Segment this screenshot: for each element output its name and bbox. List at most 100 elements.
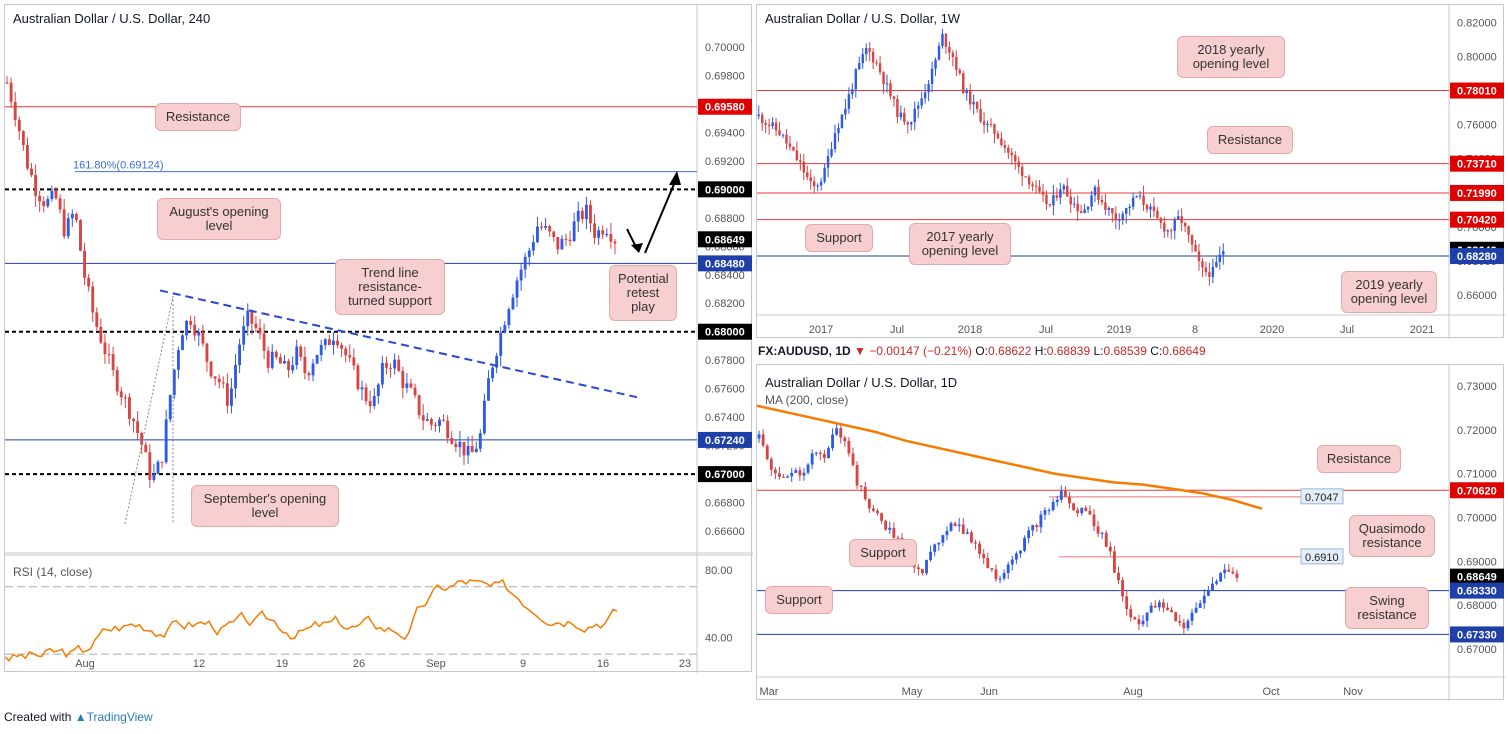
candle-body xyxy=(760,114,764,123)
candle-body xyxy=(1186,620,1190,629)
candle-body xyxy=(299,346,303,357)
candle-body xyxy=(951,52,955,58)
callout-resistance-4h: Resistance xyxy=(155,103,241,131)
candle-body xyxy=(234,365,237,389)
price-tag-bg xyxy=(1450,568,1504,585)
price-tag-bg xyxy=(1450,482,1504,499)
candle-body xyxy=(372,396,376,407)
price-tick-label: 0.70000 xyxy=(1457,512,1497,524)
candle-body xyxy=(103,342,107,355)
ma-label: MA (200, close) xyxy=(765,393,849,407)
candle-body xyxy=(1079,211,1083,214)
candle-body xyxy=(487,378,490,401)
tradingview-logo-icon: ▲ xyxy=(74,710,87,724)
candle-body xyxy=(1041,191,1045,195)
candle-body xyxy=(1190,234,1194,245)
price-tag-label: 0.68000 xyxy=(705,327,745,339)
price-tick-label: 0.76000 xyxy=(1457,120,1497,132)
weekly-chart-panel[interactable]: 0.820000.800000.780000.760000.740000.720… xyxy=(756,4,1505,339)
candle-body xyxy=(837,127,840,134)
candle-body xyxy=(1153,605,1157,608)
candle-body xyxy=(1190,612,1194,621)
candle-body xyxy=(495,355,499,368)
candle-body xyxy=(1027,530,1031,539)
candle-body xyxy=(1219,573,1223,582)
date-tick-label: 2017 xyxy=(809,324,833,336)
candle-body xyxy=(319,344,323,356)
daily-chart-svg: 0.73000 0.72000 0.71000 0.70000 0.69000 0.680… xyxy=(757,365,1505,701)
date-tick-label: Aug xyxy=(75,658,95,670)
candle-body xyxy=(491,367,494,379)
candle-body xyxy=(1014,155,1017,162)
callout-resistance-daily: Resistance xyxy=(1317,445,1401,473)
candle-body xyxy=(327,339,331,345)
date-tick-label: Jul xyxy=(1039,324,1053,336)
candle-body xyxy=(478,433,482,449)
candle-body xyxy=(560,238,564,250)
candle-body xyxy=(998,578,1002,580)
candle-body xyxy=(462,441,466,456)
candle-body xyxy=(806,464,810,473)
candle-body xyxy=(123,397,127,399)
candle-body xyxy=(136,421,140,433)
candle-body xyxy=(1072,203,1076,205)
price-tag-bg xyxy=(1450,82,1504,99)
candle-body xyxy=(46,199,50,207)
ohlc-high: 0.68839 xyxy=(1046,344,1091,358)
callout-2017-yearly: 2017 yearly opening level xyxy=(909,223,1011,265)
ohlc-bar: FX:AUDUSD, 1D ▼ −0.00147 (−0.21%) O:0.68… xyxy=(758,344,1206,358)
candle-body xyxy=(258,327,262,334)
candle-body xyxy=(764,122,767,125)
candle-body xyxy=(786,476,790,478)
candle-body xyxy=(217,378,221,383)
candle-body xyxy=(878,63,882,73)
ohlc-l-label: L: xyxy=(1093,344,1104,358)
candle-body xyxy=(1141,620,1145,625)
candle-body xyxy=(888,527,892,530)
candle-body xyxy=(944,33,948,47)
candle-body xyxy=(552,231,556,238)
candle-body xyxy=(1048,204,1052,206)
candle-body xyxy=(1138,195,1142,197)
candle-body xyxy=(230,388,233,406)
candle-body xyxy=(1149,605,1153,613)
price-tick-label: 0.66800 xyxy=(705,498,745,510)
candle-body xyxy=(774,122,778,131)
candle-body xyxy=(941,33,944,46)
date-tick-label: 12 xyxy=(193,658,205,670)
candle-body xyxy=(1129,609,1133,618)
candle-body xyxy=(970,532,973,543)
candle-body xyxy=(152,473,156,480)
daily-chart-panel[interactable]: 0.73000 0.72000 0.71000 0.70000 0.69000 0.680… xyxy=(756,364,1505,701)
candle-body xyxy=(1137,619,1141,625)
candle-body xyxy=(385,363,388,368)
candle-body xyxy=(1023,538,1026,551)
candle-body xyxy=(107,354,111,356)
candle-body xyxy=(1114,213,1118,221)
price-tick-label: 0.67000 xyxy=(1457,644,1497,656)
candle-body xyxy=(994,569,998,580)
price-tag-bg xyxy=(698,181,752,198)
weekly-chart-title: Australian Dollar / U.S. Dollar, 1W xyxy=(765,11,961,26)
date-tick-label: Sep xyxy=(426,658,446,670)
candle-body xyxy=(896,537,900,539)
candle-body xyxy=(1007,147,1010,153)
callout-support-daily-2: Support xyxy=(765,586,833,614)
date-tick-label: Jul xyxy=(1340,324,1354,336)
candle-body xyxy=(197,332,201,336)
candle-body xyxy=(778,473,781,477)
candle-body xyxy=(287,360,290,371)
candle-body xyxy=(1194,607,1198,613)
candle-body xyxy=(979,108,982,122)
price-tag-bg xyxy=(698,466,752,483)
trend-line xyxy=(159,289,638,399)
candle-body xyxy=(794,470,798,473)
candle-body xyxy=(993,124,996,134)
h4-chart-panel[interactable]: 0.700000.698000.696000.694000.692000.690… xyxy=(4,4,753,673)
date-tick-label: 26 xyxy=(353,658,365,670)
candle-body xyxy=(1117,572,1120,581)
candle-body xyxy=(1066,185,1069,197)
footer-brand[interactable]: TradingView xyxy=(86,710,153,724)
price-tick-label: 0.71000 xyxy=(1457,469,1497,481)
candle-body xyxy=(847,441,851,454)
